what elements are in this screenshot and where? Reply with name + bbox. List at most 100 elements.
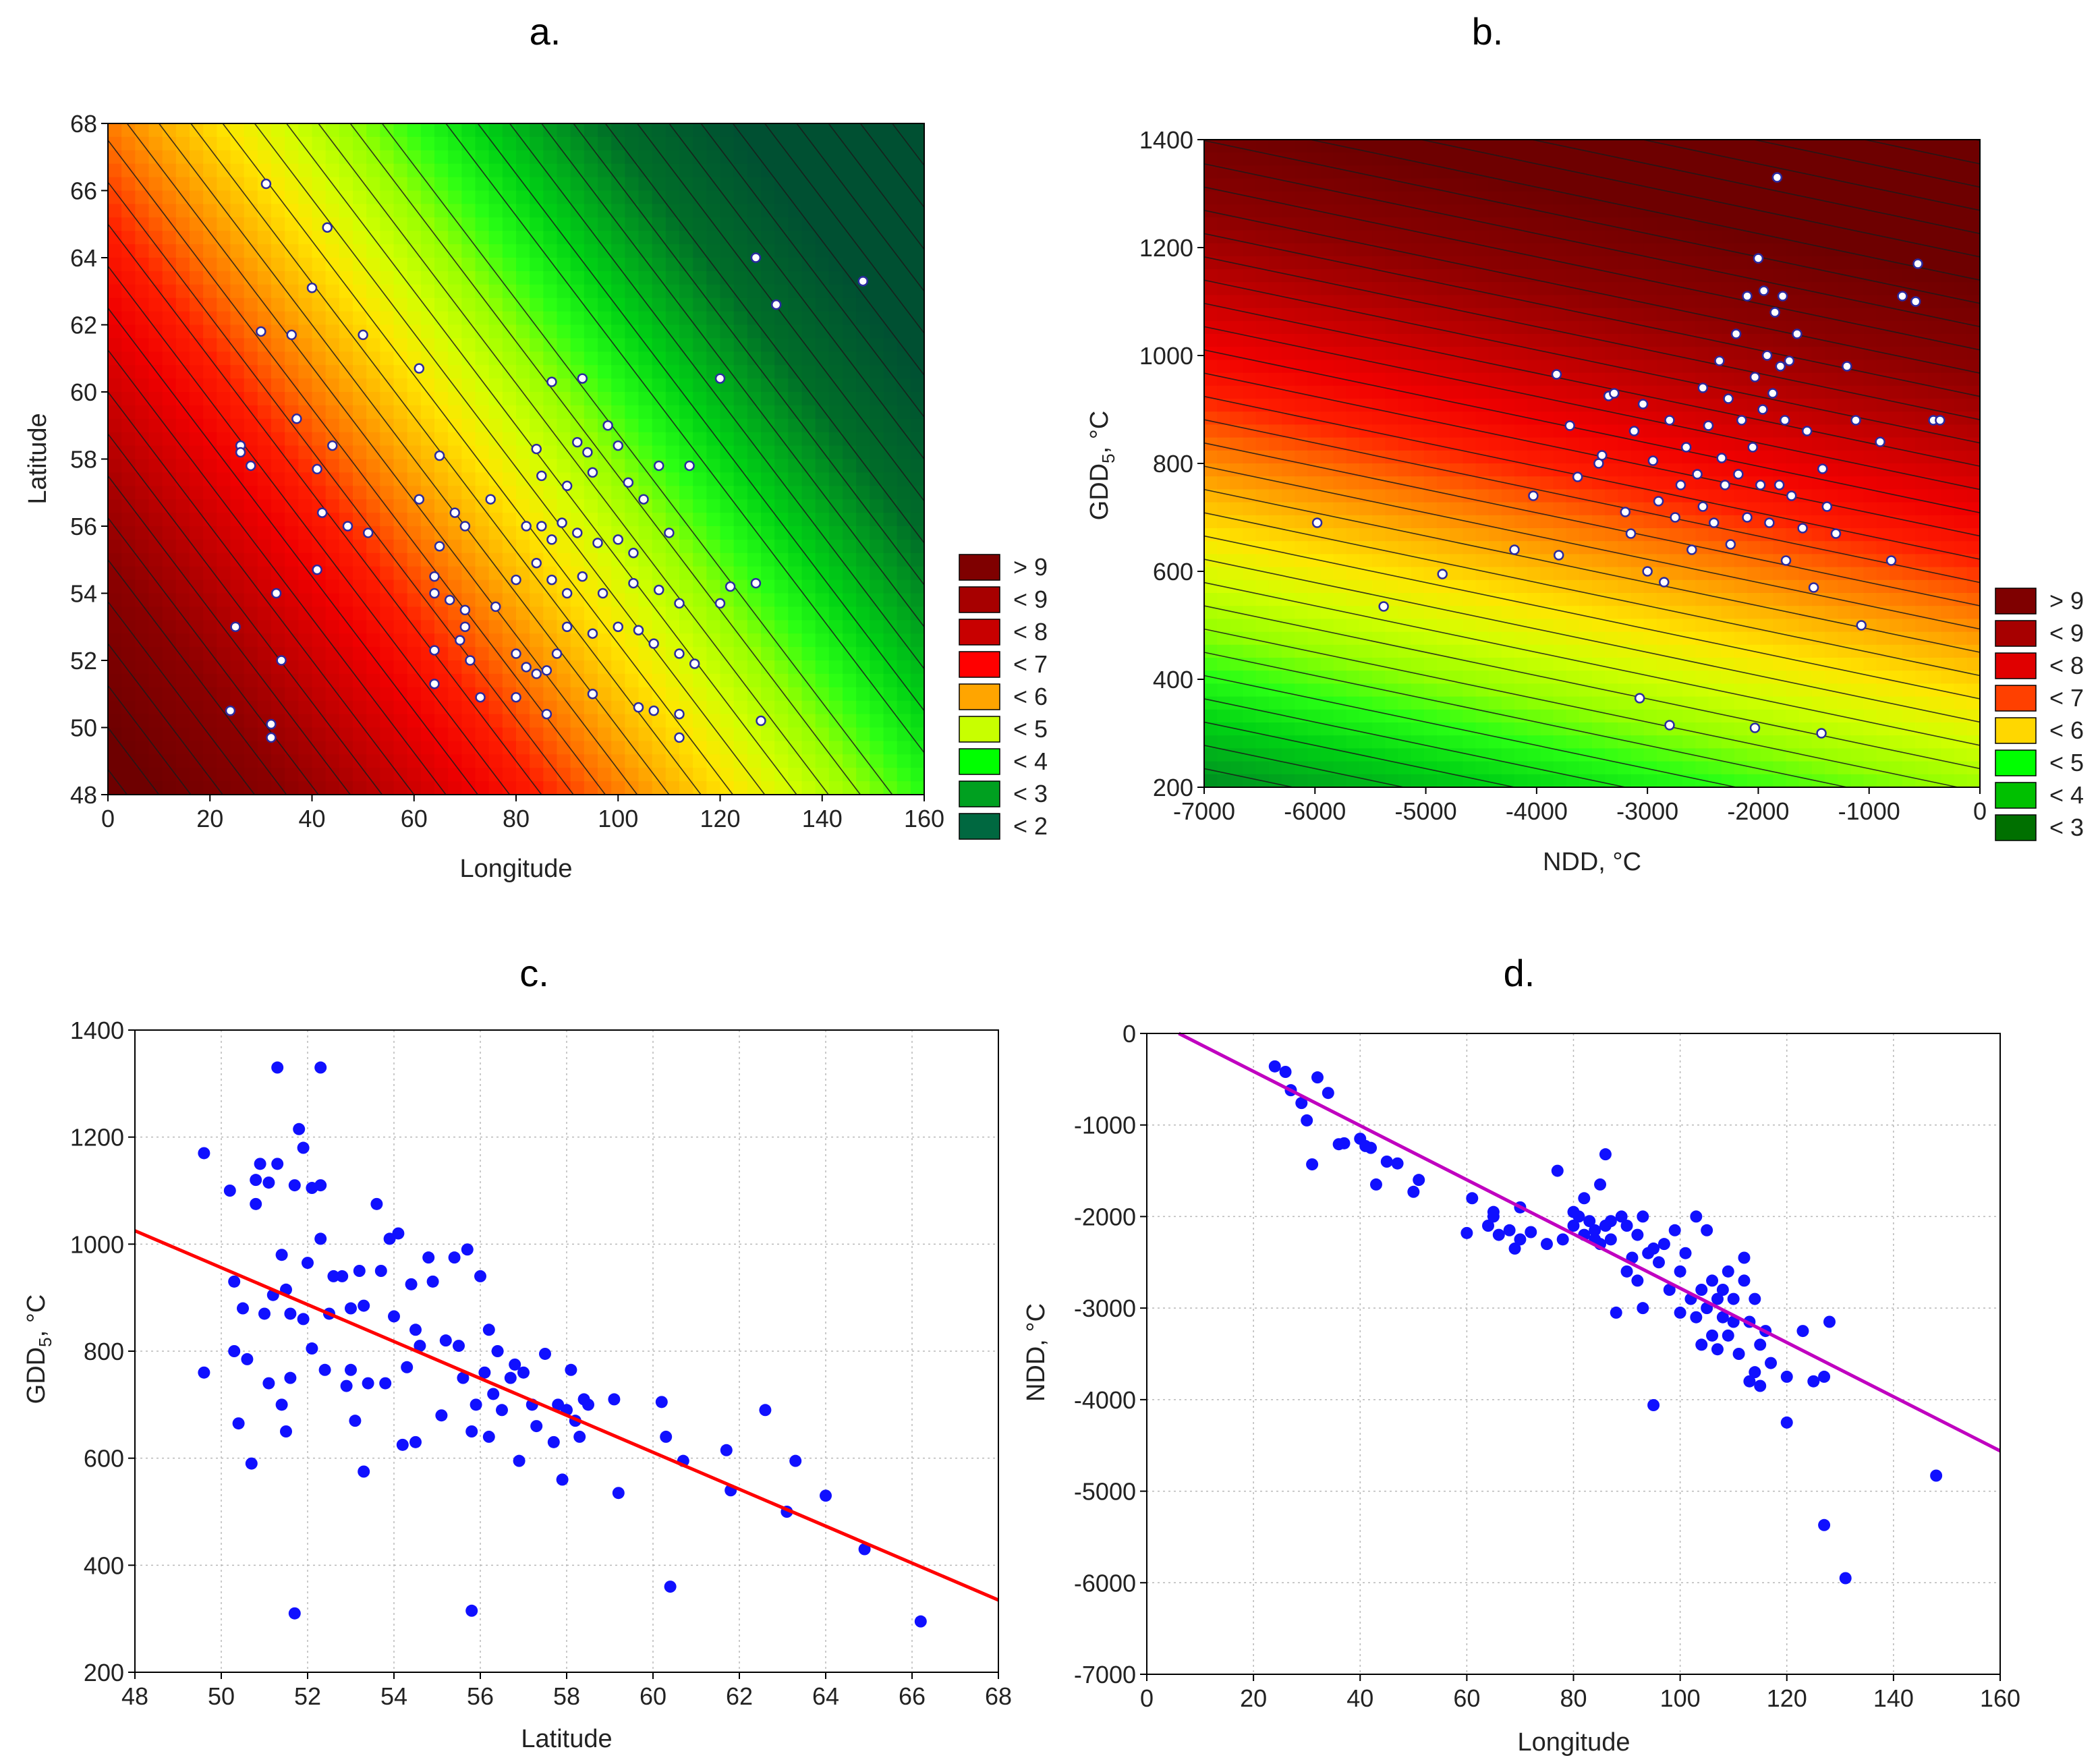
heatmap-cell [1475,334,1489,347]
heatmap-cell [706,526,721,540]
heatmap-cell [1411,567,1425,581]
heatmap-cell [475,552,490,567]
heatmap-cell [203,163,217,178]
heatmap-cell [1605,709,1618,723]
heatmap-cell [910,539,925,554]
heatmap-cell [488,244,503,258]
heatmap-cell [502,754,517,768]
heatmap-cell [897,244,911,258]
heatmap-cell [1475,748,1489,762]
heatmap-cell [285,633,299,648]
heatmap-cell [1553,217,1567,231]
heatmap-cell [393,647,408,661]
heatmap-cell [353,539,367,554]
heatmap-cell [1307,606,1322,619]
heatmap-cell [1423,683,1438,698]
heatmap-cell [461,284,476,299]
contour-line [107,517,319,795]
heatmap-cell [747,204,762,218]
heatmap-cell [190,365,204,379]
heatmap-cell [448,459,462,473]
heatmap-cell [1307,722,1322,736]
heatmap-cell [910,338,925,352]
heatmap-cell [298,768,313,782]
heatmap-cell [1643,722,1657,736]
heatmap-cell [733,258,748,272]
heatmap-cell [1463,385,1477,399]
heatmap-cell [543,123,558,138]
heatmap-cell [557,150,571,165]
heatmap-cell [1437,671,1450,684]
heatmap-cell [557,258,571,272]
heatmap-cell [461,365,476,379]
heatmap-cell [1411,658,1425,671]
heatmap-cell [298,579,313,594]
heatmap-cell [652,418,666,433]
heatmap-cell [108,297,122,312]
heatmap-cell [1230,437,1244,451]
heatmap-cell [1579,295,1593,309]
heatmap-cell [244,231,258,245]
heatmap-cell [325,754,340,768]
heatmap-cell [1320,554,1334,568]
heatmap-cell [870,163,884,178]
heatmap-cell [1295,567,1308,581]
heatmap-cell [1592,554,1606,568]
heatmap-cell [393,566,408,581]
heatmap-cell [815,700,830,715]
heatmap-cell [244,163,258,178]
heatmap-cell [1643,178,1657,192]
heatmap-cell [244,647,258,661]
heatmap-cell [121,258,136,272]
heatmap-cell [706,177,721,192]
heatmap-cell [1204,269,1218,283]
heatmap-cell [230,418,245,433]
heatmap-cell [530,177,544,192]
heatmap-cell [1385,579,1399,594]
heatmap-cell [1618,191,1632,205]
heatmap-cell [461,123,476,138]
heatmap-cell [652,217,666,231]
heatmap-cell [1282,424,1295,438]
heatmap-cell [190,338,204,352]
heatmap-cell [162,526,177,540]
heatmap-cell [502,673,517,688]
heatmap-cell [1501,774,1515,788]
heatmap-cell [693,123,707,138]
heatmap-cell [393,768,408,782]
heatmap-cell [339,552,353,567]
heatmap-cell [230,579,245,594]
heatmap-cell [175,392,190,406]
heatmap-cell [285,687,299,702]
heatmap-cell [543,284,558,299]
heatmap-cell [828,311,843,326]
heatmap-cell [448,526,462,540]
heatmap-cell [788,768,803,782]
heatmap-cell [1527,308,1541,322]
heatmap-cell [1579,554,1593,568]
heatmap-cell [1346,385,1360,399]
heatmap-cell [543,445,558,460]
heatmap-cell [1643,140,1657,153]
heatmap-cell [543,593,558,607]
heatmap-cell [353,741,367,755]
heatmap-cell [828,136,843,151]
heatmap-cell [1566,567,1580,581]
heatmap-cell [856,311,870,326]
heatmap-cell [870,647,884,661]
y-tick-label: 48 [70,781,97,809]
heatmap-cell [1307,593,1322,606]
heatmap-cell [1282,658,1295,671]
heatmap-cell [1579,476,1593,490]
heatmap-cell [1605,696,1618,710]
heatmap-cell [380,244,395,258]
heatmap-cell [815,351,830,366]
heatmap-cell [1295,269,1308,283]
heatmap-cell [1411,204,1425,218]
heatmap-cell [516,204,530,218]
heatmap-cell [1423,256,1438,270]
heatmap-cell [434,136,449,151]
heatmap-cell [910,177,925,192]
heatmap-cell [870,526,884,540]
heatmap-cell [1333,696,1347,710]
